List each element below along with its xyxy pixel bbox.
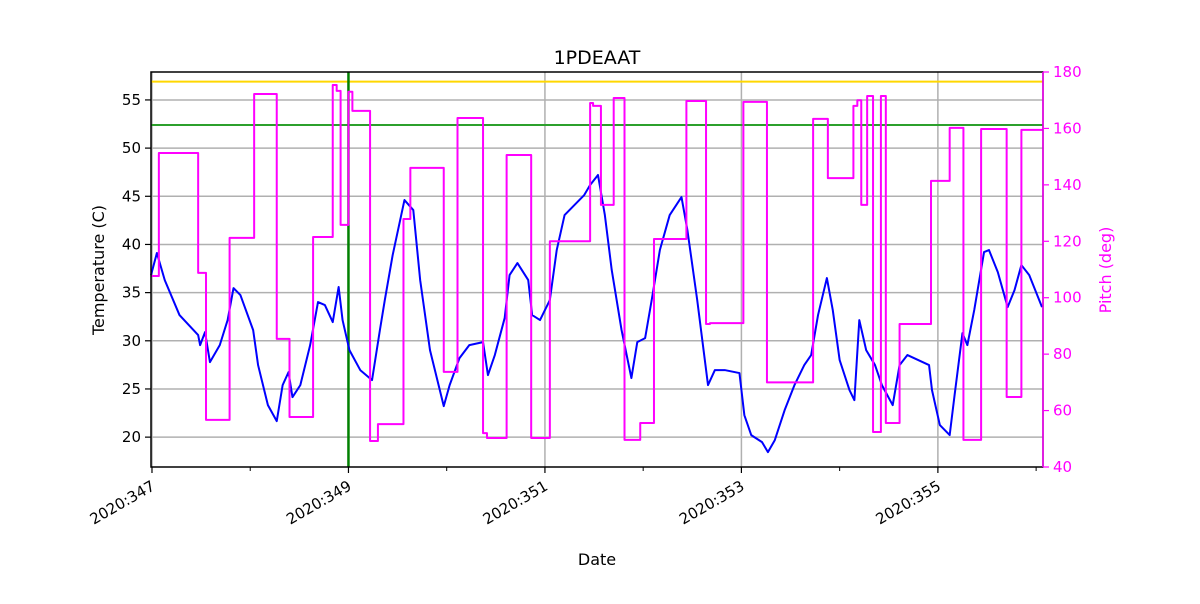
y-tick-label: 20 xyxy=(122,428,141,446)
chart-title: 1PDEAAT xyxy=(554,47,641,69)
pitch-series-line xyxy=(151,83,1043,443)
y-axis-label: Temperature (C) xyxy=(89,205,108,336)
y2-tick-label: 140 xyxy=(1053,176,1082,194)
y2-tick-label: 40 xyxy=(1053,458,1072,476)
temperature-series-line xyxy=(150,173,1043,454)
y2-tick-label: 80 xyxy=(1053,345,1072,363)
y-tick-label: 40 xyxy=(122,235,141,253)
x-tick-label: 2020:347 xyxy=(87,477,158,529)
y-tick-label: 45 xyxy=(122,187,141,205)
y2-tick-label: 60 xyxy=(1053,402,1072,420)
series xyxy=(150,83,1043,454)
y-tick-label: 25 xyxy=(122,380,141,398)
x-tick-label: 2020:353 xyxy=(676,477,747,529)
y-tick-label: 50 xyxy=(122,139,141,157)
grid xyxy=(151,72,1043,467)
y-tick-label: 35 xyxy=(122,284,141,302)
y-tick-label: 30 xyxy=(122,332,141,350)
y2-tick-label: 160 xyxy=(1053,119,1082,137)
y-tick-label: 55 xyxy=(122,91,141,109)
axes: 2020:347 2020:349 2020:351 2020:353 2020:355… xyxy=(87,63,1082,528)
y2-tick-label: 180 xyxy=(1053,63,1082,81)
reference-lines xyxy=(151,72,1043,467)
y2-axis-label: Pitch (deg) xyxy=(1096,227,1115,314)
x-tick-label: 2020:355 xyxy=(873,477,944,529)
plot-frame xyxy=(150,71,1044,468)
x-tick-label: 2020:349 xyxy=(283,477,354,529)
x-tick-label: 2020:351 xyxy=(480,477,551,529)
y2-tick-label: 100 xyxy=(1053,289,1082,307)
y2-tick-label: 120 xyxy=(1053,232,1082,250)
x-axis-label: Date xyxy=(578,550,616,569)
